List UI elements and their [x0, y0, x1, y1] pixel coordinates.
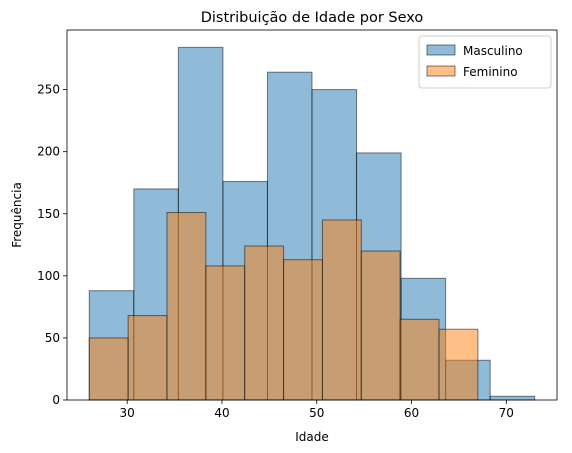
legend-label: Masculino [463, 44, 523, 58]
bar [438, 328, 479, 401]
y-tick-label: 200 [37, 145, 60, 159]
legend-label: Feminino [463, 65, 518, 79]
plot-area-frame [66, 29, 558, 401]
y-tick-label: 100 [37, 269, 60, 283]
y-axis-label: Frequência [10, 182, 24, 248]
bar [399, 318, 440, 401]
legend-swatch [426, 44, 456, 56]
x-tick-label: 70 [499, 406, 514, 420]
chart-title: Distribuição de Idade por Sexo [201, 10, 424, 26]
bar [283, 259, 323, 401]
x-tick-label: 40 [214, 406, 229, 420]
bar [360, 250, 401, 401]
legend: Masculino Feminino [418, 35, 552, 89]
x-axis-label: Idade [295, 430, 329, 444]
x-tick-label: 50 [309, 406, 324, 420]
y-tick-label: 0 [52, 393, 60, 407]
x-axis-ticks: 30 40 50 60 70 [120, 400, 514, 420]
bar [244, 245, 285, 401]
series-feminino [88, 212, 479, 401]
y-tick-label: 250 [37, 83, 60, 97]
x-tick-label: 30 [120, 406, 135, 420]
y-axis-ticks: 0 50 100 150 200 250 [37, 83, 67, 407]
bar [321, 219, 362, 401]
y-tick-label: 150 [37, 207, 60, 221]
bar [88, 337, 129, 401]
bar [205, 265, 246, 401]
bars-layer [88, 46, 536, 401]
y-tick-label: 50 [45, 331, 60, 345]
bar [166, 212, 207, 401]
bar [489, 395, 536, 401]
x-tick-label: 60 [404, 406, 419, 420]
bar [127, 315, 168, 401]
legend-swatch [426, 65, 456, 77]
